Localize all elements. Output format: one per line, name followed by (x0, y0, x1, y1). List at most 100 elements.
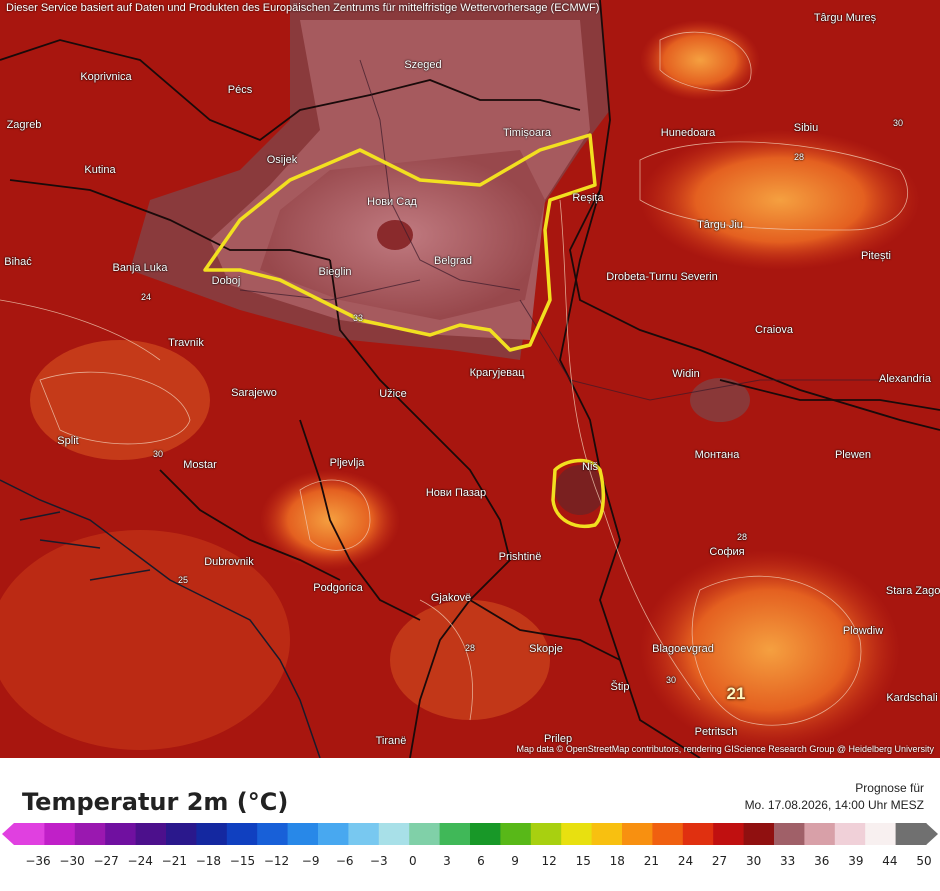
map-layer (0, 0, 940, 758)
colorbar-swatch (44, 823, 76, 845)
temperature-map: Dieser Service basiert auf Daten und Pro… (0, 0, 940, 758)
colorbar-swatch (622, 823, 653, 845)
city-label: Bihać (4, 256, 32, 268)
city-label: Alexandria (879, 373, 931, 385)
city-label: Prilep (543, 733, 573, 745)
colorbar-swatch (591, 823, 623, 845)
hot-zone-romania (640, 130, 920, 270)
city-label: Hunedoara (660, 127, 716, 139)
colorbar-swatch (378, 823, 410, 845)
colorbar-tick-label: 9 (511, 854, 519, 868)
colorbar-tick-label: 30 (745, 854, 762, 868)
city-label: Нови Сад (367, 196, 417, 208)
colorbar-swatch (530, 823, 562, 845)
attribution-ecmwf: Dieser Service basiert auf Daten und Pro… (6, 2, 600, 14)
colorbar-tick-label: 18 (609, 854, 625, 868)
colorbar-swatch (713, 823, 745, 845)
isotherm-label: 28 (793, 152, 805, 162)
colorbar-tick-label: −30 (59, 854, 85, 868)
colorbar-swatch (135, 823, 167, 845)
colorbar-swatch (834, 823, 866, 845)
hot-zone-bulgaria (640, 550, 900, 750)
colorbar-swatch (439, 823, 471, 845)
colorbar-tick-label: 36 (814, 854, 830, 868)
colorbar-swatch (14, 823, 45, 845)
colorbar (2, 823, 938, 845)
colorbar-tick-label: 12 (541, 854, 557, 868)
colorbar-swatch (652, 823, 684, 845)
city-label: Stara Zagora (885, 585, 940, 597)
colorbar-tick-label: 0 (409, 854, 417, 868)
city-label: Pitești (861, 250, 891, 262)
colorbar-tick-label: 15 (575, 854, 591, 868)
cool-spot-widin (690, 378, 750, 422)
city-label: Mostar (183, 459, 217, 471)
colorbar-swatch (865, 823, 897, 845)
isotherms (0, 31, 909, 726)
colorbar-swatch (257, 823, 289, 845)
colorbar-arrow-left (2, 823, 14, 845)
legend-title: Temperatur 2m (°C) (22, 788, 289, 816)
city-label: Doboj (211, 275, 241, 287)
colorbar-tick-label: 21 (643, 854, 660, 868)
highlight-value-label: 21 (726, 684, 746, 703)
city-label: Pljevlja (329, 457, 365, 469)
city-label: Крагујевац (469, 367, 525, 379)
colorbar-swatch (196, 823, 228, 845)
colorbar-swatch (743, 823, 775, 845)
city-label: Belgrad (434, 255, 472, 267)
colorbar-tick-label: −6 (335, 854, 354, 868)
colorbar-tick-label: 33 (780, 854, 796, 868)
hot-zone-coast (0, 530, 290, 750)
colorbar-swatch (166, 823, 197, 845)
city-label: Sibiu (793, 122, 819, 134)
city-label: София (709, 546, 745, 558)
city-label: Travnik (168, 337, 204, 349)
city-label: Plewen (834, 449, 872, 461)
colorbar-tick-label: 50 (916, 854, 932, 868)
city-label: Reșița (572, 192, 604, 204)
city-label: Sarajewo (231, 387, 277, 399)
colorbar-swatch (804, 823, 836, 845)
rivers (239, 59, 880, 401)
city-label: Užice (379, 388, 407, 400)
colorbar-tick-label: −18 (195, 854, 222, 868)
city-label: Târgu Jiu (697, 219, 743, 231)
city-label: Skopje (529, 643, 563, 655)
prognose-label: Prognose für (855, 781, 924, 795)
city-label: Widin (672, 368, 700, 380)
highlight-outline-north (203, 133, 597, 352)
isotherm-label: 28 (736, 532, 748, 542)
colorbar-tick-label: −24 (127, 854, 153, 868)
colorbar-tick-label: −15 (229, 854, 256, 868)
city-label: Pécs (227, 84, 253, 96)
colorbar-tick-label: −3 (369, 854, 388, 868)
prognose-date: Mo. 17.08.2026, 14:00 Uhr MESZ (744, 798, 924, 812)
colorbar-swatch (774, 823, 805, 845)
city-label: Split (57, 435, 79, 447)
city-label: Blagoevgrad (652, 643, 714, 655)
colorbar-swatch (895, 823, 927, 845)
legend: Temperatur 2m (°C) Prognose für Mo. 17.0… (0, 758, 940, 891)
isotherm-label: 30 (892, 118, 904, 128)
colorbar-tick-label: −9 (301, 854, 320, 868)
city-label: Нови Пазар (425, 487, 487, 499)
isotherm-label: 30 (665, 675, 677, 685)
colorbar-tick-label: −27 (93, 854, 119, 868)
city-label: Bieglin (318, 266, 352, 278)
colorbar-tick-label: 3 (443, 854, 451, 868)
colorbar-tick-label: −12 (263, 854, 290, 868)
cool-spot-nis (555, 465, 605, 515)
colorbar-swatch (318, 823, 349, 845)
colorbar-swatch (105, 823, 137, 845)
isotherm-label: 25 (177, 575, 189, 585)
colorbar-tick-label: 27 (711, 854, 728, 868)
colorbar-swatch (74, 823, 106, 845)
colorbar-tick-label: 44 (882, 854, 898, 868)
city-label: Niš (582, 461, 598, 473)
colorbar-swatch (561, 823, 593, 845)
isotherm-label: 24 (140, 292, 152, 302)
city-label: Монтана (694, 449, 740, 461)
city-label: Banja Luka (112, 262, 168, 274)
city-label: Prishtinë (498, 551, 542, 563)
